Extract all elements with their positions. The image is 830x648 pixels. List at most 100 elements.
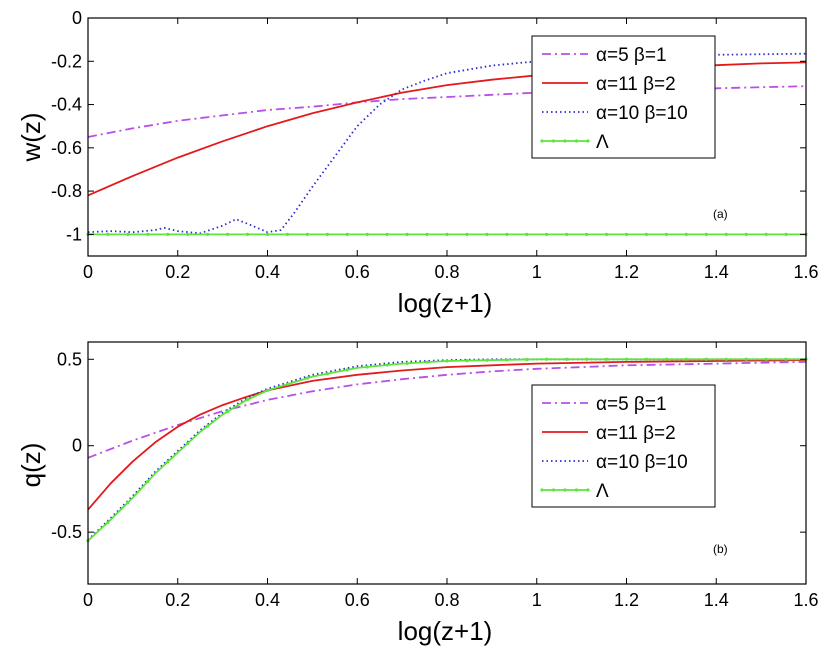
x-tick-label: 0.4 xyxy=(255,262,280,282)
series-marker-0-3 xyxy=(445,232,449,236)
series-marker-1-3 xyxy=(285,382,290,386)
panel-a: 0 0.2 0.4 0.6 0.8 1 1.2 1.4 1.6 0 -0.2 -0.4 -0.6 -0.8… xyxy=(16,8,819,318)
y-tick-label: -0.5 xyxy=(51,522,82,542)
series-marker-1-3 xyxy=(305,376,309,380)
x-tick-label: 1.6 xyxy=(793,590,818,610)
series-marker-0-3 xyxy=(265,232,270,236)
legend-a: α=5 β=1 α=11 β=2 α=10 β=10 Λ xyxy=(531,35,716,159)
series-marker-1-3 xyxy=(545,357,549,361)
legend-swatch-marker xyxy=(551,488,556,492)
x-tick-label: 0.6 xyxy=(345,262,370,282)
series-marker-1-3 xyxy=(146,479,150,484)
series-marker-1-3 xyxy=(784,357,788,361)
series-marker-0-3 xyxy=(425,232,429,236)
x-tick-label: 1.4 xyxy=(704,590,729,610)
x-tick-label: 0 xyxy=(83,590,93,610)
series-marker-1-3 xyxy=(525,357,529,362)
series-marker-1-3 xyxy=(724,357,728,361)
legend-swatch-marker xyxy=(563,488,567,492)
series-line-1-0 xyxy=(87,361,807,459)
legend-label: α=5 β=1 xyxy=(596,45,667,66)
series-marker-1-3 xyxy=(126,500,130,505)
series-marker-1-3 xyxy=(245,398,250,402)
series-marker-0-3 xyxy=(245,232,250,236)
legend-swatch-marker xyxy=(563,139,567,143)
series-marker-1-3 xyxy=(585,357,589,361)
series-marker-1-3 xyxy=(206,424,210,428)
series-marker-0-3 xyxy=(305,232,309,236)
legend-swatch-marker xyxy=(551,139,556,143)
series-marker-1-3 xyxy=(644,357,649,361)
series-marker-1-3 xyxy=(166,460,170,464)
y-tick-label: 0.5 xyxy=(57,349,82,369)
x-tick-label: 1.4 xyxy=(704,262,729,282)
series-marker-0-3 xyxy=(585,232,589,236)
x-tick-label: 0.8 xyxy=(434,590,459,610)
series-marker-0-3 xyxy=(126,232,130,236)
series-marker-1-3 xyxy=(664,357,668,361)
x-tick-label: 1.2 xyxy=(614,262,639,282)
series-line-1-3 xyxy=(87,358,806,542)
series-marker-0-3 xyxy=(565,232,569,236)
series-marker-0-3 xyxy=(724,232,728,236)
legend-label: α=11 β=2 xyxy=(596,74,676,95)
series-marker-1-3 xyxy=(186,441,190,446)
series-marker-1-3 xyxy=(265,388,270,392)
series-marker-1-3 xyxy=(624,357,629,361)
series-marker-0-3 xyxy=(365,232,369,236)
series-marker-0-3 xyxy=(226,232,230,236)
series-marker-0-3 xyxy=(106,232,110,236)
plot-area-b: 0 0.2 0.4 0.6 0.8 1 1.2 1.4 1.6 0.5 0 -0.5 xyxy=(51,341,819,610)
y-tick-label: 0 xyxy=(72,8,82,28)
legend-label: Λ xyxy=(596,481,609,502)
x-tick-label: 0.4 xyxy=(255,590,280,610)
series-line-1-2 xyxy=(87,358,806,541)
legend-label: α=10 β=10 xyxy=(596,103,688,124)
series-marker-1-3 xyxy=(385,363,389,367)
legend-label: α=5 β=1 xyxy=(596,394,667,415)
series-marker-1-3 xyxy=(465,359,469,363)
series-marker-0-3 xyxy=(704,232,708,236)
series-marker-0-3 xyxy=(325,232,329,236)
series-marker-0-3 xyxy=(285,232,290,236)
series-marker-1-3 xyxy=(365,365,369,369)
series-marker-0-3 xyxy=(604,232,609,236)
series-marker-1-3 xyxy=(565,357,569,361)
legend-swatch-marker xyxy=(586,139,590,143)
series-marker-1-3 xyxy=(405,361,409,365)
x-tick-label: 1.6 xyxy=(793,262,818,282)
y-tick-label: -0.2 xyxy=(51,51,82,71)
series-marker-0-3 xyxy=(624,232,629,236)
series-marker-0-3 xyxy=(545,232,549,236)
series-marker-0-3 xyxy=(465,232,469,236)
x-axis-label-a: log(z+1) xyxy=(398,288,493,318)
series-marker-0-3 xyxy=(525,232,529,236)
series-marker-1-3 xyxy=(505,358,509,362)
x-tick-label: 0 xyxy=(83,262,93,282)
series-marker-0-3 xyxy=(385,232,389,236)
plot-area-a: 0 0.2 0.4 0.6 0.8 1 1.2 1.4 1.6 0 -0.2 -0.4 -0.6 -0.8… xyxy=(51,8,819,282)
panel-b: 0 0.2 0.4 0.6 0.8 1 1.2 1.4 1.6 0.5 0 -0.5 log(z+1)… xyxy=(16,341,819,646)
series-marker-0-3 xyxy=(784,232,788,236)
series-marker-0-3 xyxy=(166,232,170,236)
series-marker-1-3 xyxy=(704,357,708,361)
legend-label: Λ xyxy=(596,132,609,153)
x-tick-label: 1.2 xyxy=(614,590,639,610)
legend-swatch-marker xyxy=(586,488,590,492)
series-marker-0-3 xyxy=(405,232,409,236)
y-tick-label: 0 xyxy=(72,436,82,456)
series-marker-1-3 xyxy=(345,368,349,372)
series-marker-0-3 xyxy=(206,232,210,236)
series-marker-0-3 xyxy=(485,232,489,236)
series-marker-0-3 xyxy=(744,232,748,236)
legend-box xyxy=(531,35,716,159)
series-marker-1-3 xyxy=(226,409,230,414)
y-axis-label-a: w(z) xyxy=(16,112,46,162)
x-tick-label: 0.6 xyxy=(345,590,370,610)
panel-label-a: (a) xyxy=(713,207,728,221)
series-marker-1-3 xyxy=(325,372,329,376)
series-marker-1-3 xyxy=(106,520,110,524)
y-tick-label: -0.4 xyxy=(51,95,82,115)
legend-label: α=11 β=2 xyxy=(596,423,676,444)
